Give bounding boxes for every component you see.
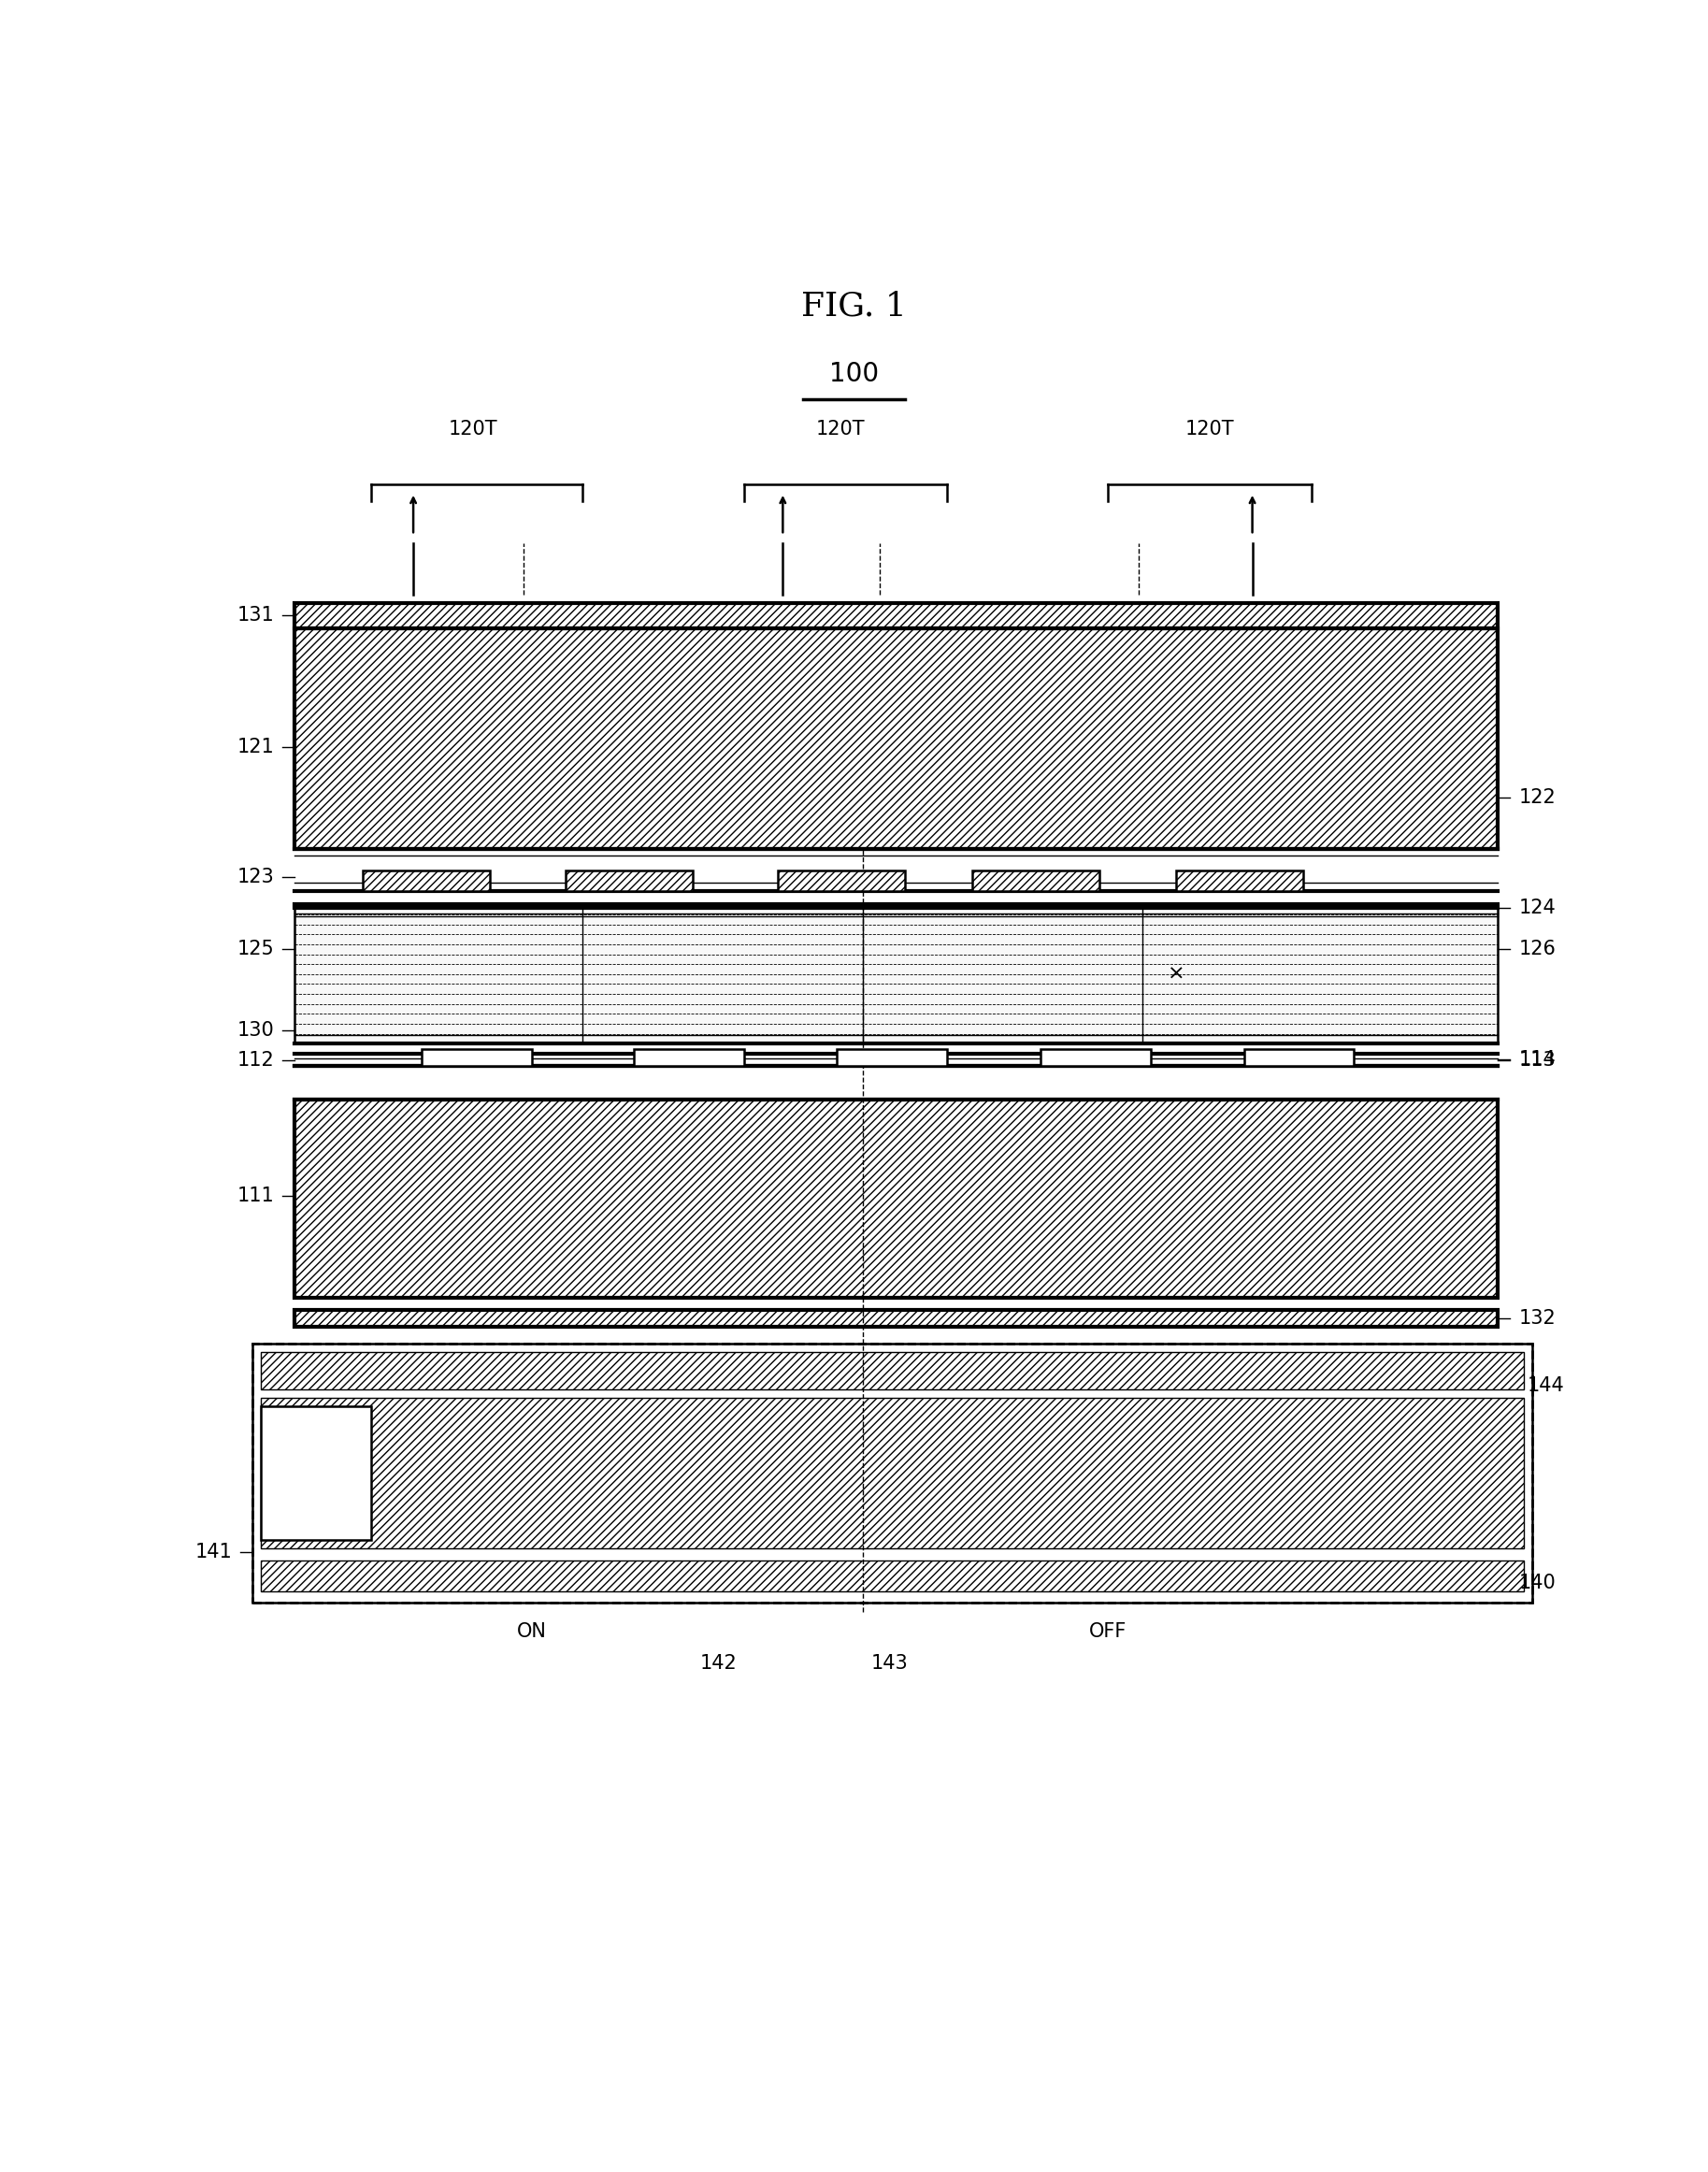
Bar <box>972 871 1100 891</box>
Text: 111: 111 <box>237 1186 275 1205</box>
Text: 141: 141 <box>195 1542 232 1562</box>
Text: 144: 144 <box>1527 1377 1565 1394</box>
Bar <box>295 904 1498 1043</box>
Bar <box>634 1049 743 1066</box>
Text: 124: 124 <box>1518 899 1556 917</box>
Text: 125: 125 <box>237 938 275 958</box>
Bar <box>1177 871 1303 891</box>
Text: 142: 142 <box>700 1653 736 1672</box>
Text: 120T: 120T <box>816 419 864 439</box>
Bar <box>422 1049 531 1066</box>
Text: 123: 123 <box>237 869 275 886</box>
Bar <box>565 871 693 891</box>
Text: 122: 122 <box>1518 788 1556 808</box>
Text: 120T: 120T <box>447 419 497 439</box>
Text: OFF: OFF <box>1090 1622 1127 1642</box>
Bar <box>253 1344 1532 1603</box>
Bar <box>1040 1049 1151 1066</box>
Bar <box>261 1562 1524 1592</box>
Bar <box>295 1099 1498 1299</box>
Text: 121: 121 <box>237 738 275 756</box>
Text: 113: 113 <box>1518 1051 1556 1071</box>
Bar <box>837 1049 948 1066</box>
Bar <box>295 1310 1498 1327</box>
Bar <box>777 871 905 891</box>
Bar <box>253 1344 1532 1603</box>
Text: 114: 114 <box>1518 1051 1556 1069</box>
Text: 126: 126 <box>1518 938 1556 958</box>
Text: ×: × <box>1167 964 1185 984</box>
Text: 140: 140 <box>1518 1573 1556 1592</box>
Text: 143: 143 <box>871 1653 909 1672</box>
Text: 130: 130 <box>237 1021 275 1040</box>
Text: ON: ON <box>518 1622 547 1642</box>
Bar <box>295 604 1498 628</box>
Bar <box>261 1399 1524 1549</box>
Bar <box>261 1407 371 1540</box>
Text: 112: 112 <box>237 1051 275 1071</box>
Text: FIG. 1: FIG. 1 <box>801 291 907 321</box>
Bar <box>362 871 490 891</box>
Bar <box>261 1353 1524 1390</box>
Text: 132: 132 <box>1518 1310 1556 1327</box>
Text: 120T: 120T <box>1185 419 1235 439</box>
Bar <box>1243 1049 1354 1066</box>
Text: 100: 100 <box>828 361 880 387</box>
Bar <box>295 628 1498 849</box>
Text: 131: 131 <box>237 606 275 626</box>
